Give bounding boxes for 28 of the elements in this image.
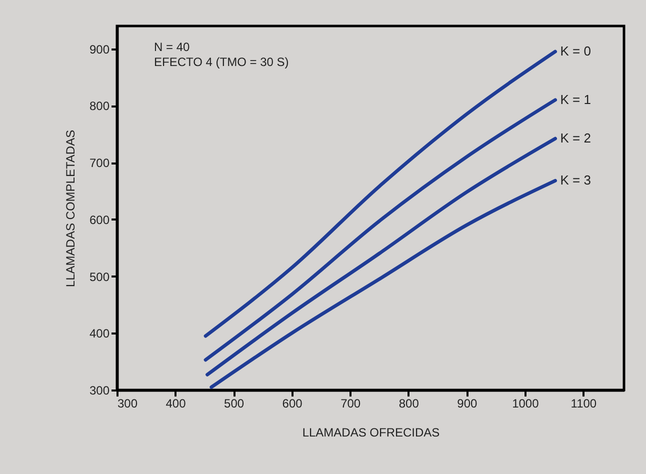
x-tick-label: 500: [224, 396, 244, 410]
x-tick-label: 700: [340, 396, 361, 410]
x-tick-label: 400: [166, 396, 186, 410]
y-tick-label: 900: [89, 42, 110, 56]
series-label: K = 1: [560, 92, 591, 107]
line-series: [204, 98, 557, 362]
line-series: [204, 50, 557, 338]
series-label: K = 0: [560, 44, 591, 59]
y-axis-title: LLAMADAS COMPLETADAS: [63, 130, 78, 288]
series-label: K = 3: [560, 172, 591, 188]
x-tick-label: 600: [282, 396, 303, 410]
x-tick-label: 1100: [570, 396, 597, 410]
x-tick-label: 300: [118, 396, 138, 410]
annotation: EFECTO 4 (TMO = 30 S): [154, 55, 289, 69]
y-tick-label: 300: [89, 384, 110, 398]
y-tick-label: 600: [89, 212, 110, 227]
x-tick-label: 1000: [512, 396, 540, 410]
line-series: [206, 136, 557, 376]
y-tick-label: 500: [89, 270, 110, 284]
line-series: [210, 178, 557, 389]
annotation: N = 40: [154, 40, 190, 54]
y-tick-label: 800: [89, 99, 110, 114]
x-tick-label: 900: [457, 396, 478, 410]
y-tick-label: 700: [89, 156, 110, 170]
x-axis-title: LLAMADAS OFRECIDAS: [302, 426, 440, 440]
x-tick-label: 800: [398, 396, 420, 410]
y-tick-label: 400: [89, 326, 110, 341]
series-label: K = 2: [560, 130, 591, 146]
